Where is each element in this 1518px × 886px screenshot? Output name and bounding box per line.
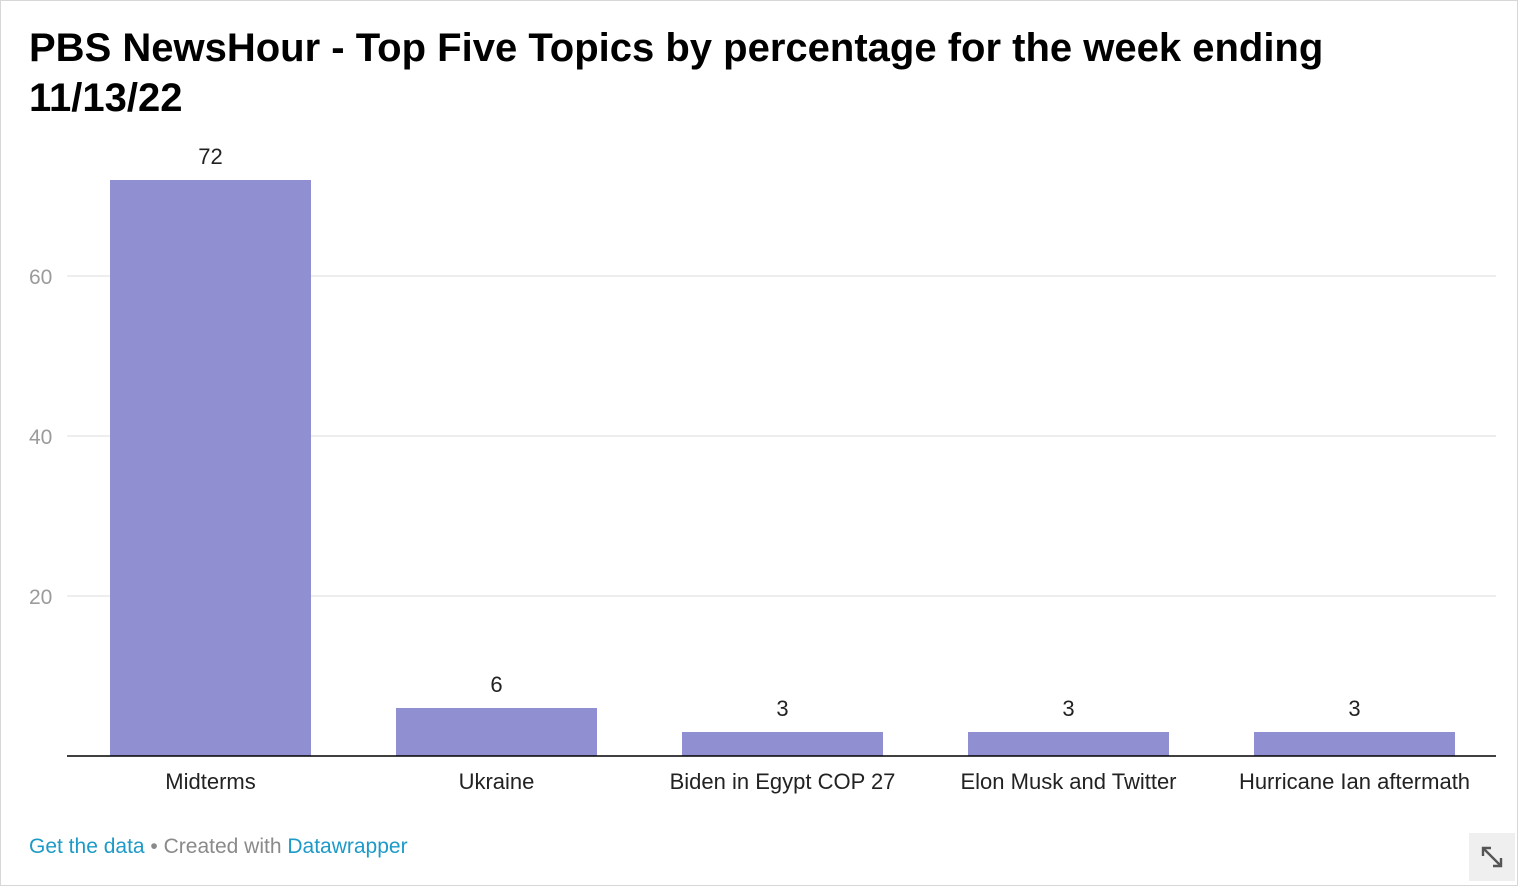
x-category-label: Hurricane Ian aftermath bbox=[1239, 769, 1470, 794]
footer-separator: • bbox=[144, 835, 164, 858]
created-with-text: Created with bbox=[163, 835, 288, 858]
bar-chart: 20 40 60 72 6 3 3 3 Midterms Ukraine Biden in Eg… bbox=[29, 144, 1496, 794]
x-category-label: Biden in Egypt COP 27 bbox=[670, 769, 896, 794]
value-labels: 72 6 3 3 3 bbox=[198, 144, 1360, 721]
x-axis-labels: Midterms Ukraine Biden in Egypt COP 27 Elon… bbox=[165, 769, 1470, 794]
chart-footer: Get the data • Created with Datawrapper bbox=[29, 834, 408, 860]
bar[interactable] bbox=[682, 732, 883, 756]
y-axis-ticks: 20 40 60 bbox=[29, 266, 52, 609]
datawrapper-link[interactable]: Datawrapper bbox=[287, 835, 408, 858]
bar-value-label: 72 bbox=[198, 144, 222, 169]
y-tick-label: 60 bbox=[29, 266, 52, 289]
bar-value-label: 3 bbox=[1062, 696, 1074, 721]
bars bbox=[110, 180, 1455, 756]
bar[interactable] bbox=[110, 180, 311, 756]
y-tick-label: 20 bbox=[29, 586, 52, 609]
bar-value-label: 6 bbox=[490, 672, 502, 697]
bar[interactable] bbox=[968, 732, 1169, 756]
expand-arrows-icon bbox=[1481, 846, 1503, 868]
expand-button[interactable] bbox=[1469, 833, 1515, 881]
bar-value-label: 3 bbox=[776, 696, 788, 721]
bar-value-label: 3 bbox=[1348, 696, 1360, 721]
y-tick-label: 40 bbox=[29, 426, 52, 449]
chart-title: PBS NewsHour - Top Five Topics by percen… bbox=[29, 26, 1324, 120]
x-category-label: Ukraine bbox=[459, 769, 535, 794]
bar[interactable] bbox=[396, 708, 597, 756]
bar[interactable] bbox=[1254, 732, 1455, 756]
x-category-label: Midterms bbox=[165, 769, 255, 794]
x-category-label: Elon Musk and Twitter bbox=[960, 769, 1176, 794]
get-data-link[interactable]: Get the data bbox=[29, 835, 145, 858]
